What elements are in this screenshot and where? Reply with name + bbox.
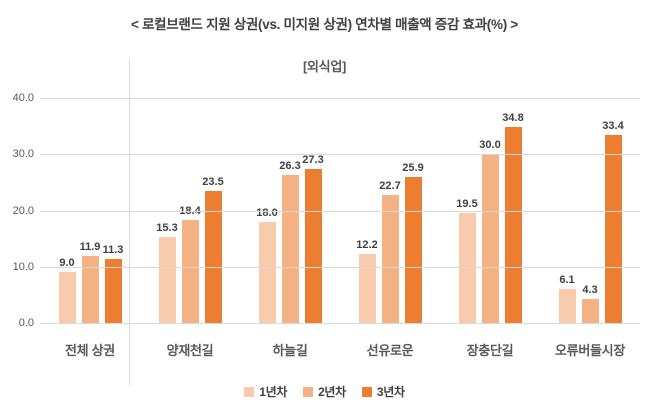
bar-group: 15.3 18.4 23.5 [140,98,240,323]
bar-wrap: 4.3 [581,283,599,323]
bar-value-label: 19.5 [456,198,478,211]
category-label: 전체 상권 [65,343,115,358]
bar [604,135,622,323]
bar-value-label: 11.9 [79,241,101,254]
category-label: 오류버들시장 [555,343,625,358]
legend-item: 3년차 [361,383,405,400]
bar [81,256,99,323]
y-tick-label: 10.0 [12,260,34,273]
bar [304,169,322,323]
bar-wrap: 11.9 [79,241,101,323]
bar-wrap: 12.2 [356,239,378,323]
bar-value-label: 12.2 [356,239,378,252]
bar-value-label: 11.3 [102,244,124,257]
category-label: 양재천길 [166,343,214,358]
bar-group: 6.1 4.3 33.4 [540,98,640,323]
bar-wrap: 25.9 [402,162,424,323]
gridline [40,98,640,99]
category-label: 선유로운 [366,343,414,358]
gridline [40,210,640,212]
bar-value-label: 34.8 [502,112,524,125]
bar-group: 9.0 11.9 11.3 [40,98,140,323]
bar-wrap: 30.0 [479,139,501,323]
bar-wrap: 18.4 [179,205,201,323]
category-label: 장충단길 [466,343,514,358]
bar-value-label: 18.0 [256,206,278,219]
legend: 1년차 2년차 3년차 [0,383,649,400]
legend-label: 2년차 [318,385,346,399]
bar [458,213,476,323]
bar-wrap: 6.1 [558,273,576,323]
bar-groups-row: 9.0 11.9 11.3 15.3 18.4 23.5 18.0 26.3 27.3 12.2 2… [40,98,640,323]
bar-value-label: 6.1 [559,273,575,286]
bar [581,298,599,323]
plot-area: 9.0 11.9 11.3 15.3 18.4 23.5 18.0 26.3 27.3 12.2 2… [40,98,640,324]
legend-item: 2년차 [303,383,346,400]
bar-wrap: 22.7 [379,180,401,323]
bar [104,259,122,323]
legend-swatch [361,386,372,397]
bar-wrap: 34.8 [502,112,524,323]
bar-wrap: 9.0 [58,257,76,323]
bar [158,236,176,323]
group-divider-line [129,60,130,385]
category-label: 하늘길 [272,343,308,358]
gridline [40,154,640,156]
y-tick-label: 40.0 [12,92,34,104]
bar-wrap: 11.3 [102,244,124,323]
bar [204,190,222,323]
bar [58,272,76,323]
bar-group: 12.2 22.7 25.9 [340,98,440,323]
bar-value-label: 22.7 [379,180,401,193]
bar [258,221,276,323]
gridline [40,266,640,268]
bar-wrap: 23.5 [202,175,224,323]
bar [504,127,522,323]
bar-group: 18.0 26.3 27.3 [240,98,340,323]
bar [481,154,499,323]
bar-value-label: 9.0 [59,257,75,270]
chart-title: < 로컬브랜드 지원 상권(vs. 미지원 상권) 연차별 매출액 증감 효과(… [131,17,518,32]
bar-value-label: 30.0 [479,139,501,152]
bar-wrap: 15.3 [156,221,178,323]
bar-wrap: 27.3 [302,154,324,323]
bar-wrap: 26.3 [279,160,301,323]
x-axis: 전체 상권 양재천길 하늘길 선유로운 장충단길 오류버들시장 [40,340,640,359]
bar [404,177,422,323]
y-tick-label: 30.0 [12,148,34,161]
bar [181,219,199,323]
gridline [40,323,640,324]
chart-subtitle: [외식업] [302,59,347,74]
bar-value-label: 4.3 [582,283,598,296]
legend-swatch [303,386,314,397]
bar-value-label: 26.3 [279,160,301,173]
bar [381,195,399,323]
bar-value-label: 27.3 [302,154,324,167]
bar-value-label: 15.3 [156,221,178,234]
bar [281,175,299,323]
bar-group: 19.5 30.0 34.8 [440,98,540,323]
legend-item: 1년차 [244,383,287,400]
bar [358,254,376,323]
y-axis: 40.0 30.0 20.0 10.0 0.0 [0,92,34,329]
bar-wrap: 33.4 [602,120,624,323]
legend-label: 1년차 [259,385,288,399]
y-tick-label: 0.0 [18,317,34,329]
y-tick-label: 20.0 [12,204,34,217]
legend-swatch [244,386,255,397]
bar-value-label: 33.4 [602,120,624,133]
bar [558,288,576,323]
bar-wrap: 19.5 [456,198,478,323]
legend-label: 3년차 [376,385,405,399]
bar-value-label: 25.9 [402,162,424,175]
bar-value-label: 23.5 [202,175,224,188]
bar-wrap: 18.0 [256,206,278,323]
